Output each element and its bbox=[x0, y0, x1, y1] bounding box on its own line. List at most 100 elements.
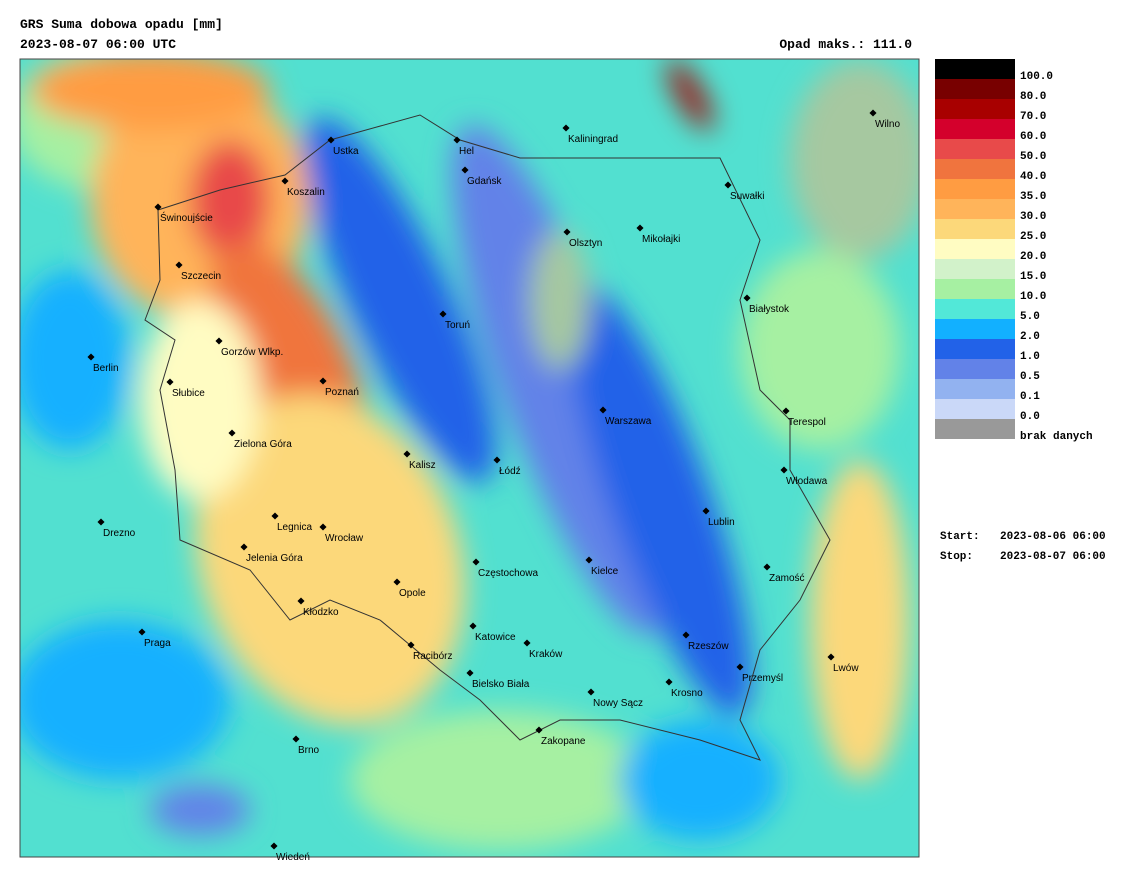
legend-label: 35.0 bbox=[1020, 191, 1046, 203]
city-label: Nowy Sącz bbox=[593, 698, 643, 709]
city-marker bbox=[327, 136, 335, 144]
city-marker bbox=[297, 597, 305, 605]
city-marker bbox=[827, 653, 835, 661]
city-label: Koszalin bbox=[287, 187, 325, 198]
city-marker bbox=[319, 523, 327, 531]
stop-time: 2023-08-07 06:00 bbox=[1000, 551, 1106, 563]
city-marker bbox=[585, 556, 593, 564]
city-label: Krosno bbox=[671, 688, 703, 699]
city-label: Przemyśl bbox=[742, 673, 783, 684]
city-marker bbox=[493, 456, 501, 464]
legend-label: 1.0 bbox=[1020, 351, 1040, 363]
legend-label: 10.0 bbox=[1020, 291, 1046, 303]
city-label: Toruń bbox=[445, 320, 470, 331]
legend-label: 60.0 bbox=[1020, 131, 1046, 143]
legend-swatch bbox=[935, 119, 1015, 139]
city-label: Ustka bbox=[333, 146, 359, 157]
stop-label: Stop: bbox=[940, 551, 973, 563]
city-marker bbox=[453, 136, 461, 144]
city-label: Kaliningrad bbox=[568, 134, 618, 145]
city-label: Katowice bbox=[475, 632, 516, 643]
city-label: Kielce bbox=[591, 566, 619, 577]
city-marker bbox=[439, 310, 447, 318]
city-marker bbox=[563, 228, 571, 236]
city-label: Zamość bbox=[769, 573, 805, 584]
legend-label: 20.0 bbox=[1020, 251, 1046, 263]
city-marker bbox=[535, 726, 543, 734]
city-marker bbox=[228, 429, 236, 437]
start-time: 2023-08-06 06:00 bbox=[1000, 531, 1106, 543]
legend-label: 25.0 bbox=[1020, 231, 1046, 243]
city-label: Bielsko Biała bbox=[472, 679, 530, 690]
city-label: Słubice bbox=[172, 388, 205, 399]
city-marker bbox=[270, 842, 278, 850]
city-label: Wilno bbox=[875, 119, 900, 130]
legend-label: 5.0 bbox=[1020, 311, 1040, 323]
city-marker bbox=[281, 177, 289, 185]
legend-label: 80.0 bbox=[1020, 91, 1046, 103]
city-label: Świnoujście bbox=[160, 211, 213, 224]
legend-label: 40.0 bbox=[1020, 171, 1046, 183]
city-label: Łódź bbox=[499, 466, 521, 477]
city-marker bbox=[292, 735, 300, 743]
city-marker bbox=[138, 628, 146, 636]
city-label: Berlin bbox=[93, 363, 119, 374]
legend-swatch bbox=[935, 139, 1015, 159]
city-label: Praga bbox=[144, 638, 171, 649]
country-border bbox=[144, 114, 831, 761]
city-label: Terespol bbox=[788, 417, 826, 428]
city-marker bbox=[393, 578, 401, 586]
city-label: Rzeszów bbox=[688, 641, 729, 652]
city-label: Gorzów Wlkp. bbox=[221, 347, 283, 358]
legend-swatch bbox=[935, 99, 1015, 119]
city-label: Szczecin bbox=[181, 271, 221, 282]
city-label: Poznań bbox=[325, 387, 359, 398]
city-marker bbox=[724, 181, 732, 189]
city-label: Lwów bbox=[833, 663, 859, 674]
legend-label: 2.0 bbox=[1020, 331, 1040, 343]
city-marker bbox=[702, 507, 710, 515]
city-marker bbox=[682, 631, 690, 639]
legend-swatch bbox=[935, 319, 1015, 339]
city-label: Włodawa bbox=[786, 476, 828, 487]
legend-swatch bbox=[935, 279, 1015, 299]
city-marker bbox=[469, 622, 477, 630]
city-marker bbox=[461, 166, 469, 174]
city-label: Białystok bbox=[749, 304, 790, 315]
city-marker bbox=[403, 450, 411, 458]
precip-field bbox=[20, 59, 919, 857]
city-marker bbox=[587, 688, 595, 696]
city-label: Opole bbox=[399, 588, 426, 599]
legend-label: 0.0 bbox=[1020, 411, 1040, 423]
start-label: Start: bbox=[940, 531, 980, 543]
legend-swatch bbox=[935, 159, 1015, 179]
city-label: Brno bbox=[298, 745, 320, 756]
legend-swatch bbox=[935, 399, 1015, 419]
city-marker bbox=[407, 641, 415, 649]
city-label: Zielona Góra bbox=[234, 439, 292, 450]
legend-label: 0.1 bbox=[1020, 391, 1040, 403]
city-marker bbox=[87, 353, 95, 361]
city-marker bbox=[743, 294, 751, 302]
city-marker bbox=[869, 109, 877, 117]
city-marker bbox=[665, 678, 673, 686]
city-label: Lublin bbox=[708, 517, 735, 528]
city-marker bbox=[782, 407, 790, 415]
city-label: Suwałki bbox=[730, 191, 764, 202]
city-marker bbox=[319, 377, 327, 385]
legend-swatch bbox=[935, 59, 1015, 79]
city-label: Wrocław bbox=[325, 533, 364, 544]
city-marker bbox=[154, 203, 162, 211]
legend-swatch bbox=[935, 239, 1015, 259]
legend-label: 15.0 bbox=[1020, 271, 1046, 283]
city-marker bbox=[466, 669, 474, 677]
city-marker bbox=[523, 639, 531, 647]
legend-swatch bbox=[935, 219, 1015, 239]
city-label: Olsztyn bbox=[569, 238, 602, 249]
legend-swatch bbox=[935, 299, 1015, 319]
legend-swatch bbox=[935, 179, 1015, 199]
date: 2023-08-07 06:00 UTC bbox=[20, 37, 176, 52]
map-frame bbox=[19, 58, 920, 858]
city-label: Mikołajki bbox=[642, 234, 680, 245]
